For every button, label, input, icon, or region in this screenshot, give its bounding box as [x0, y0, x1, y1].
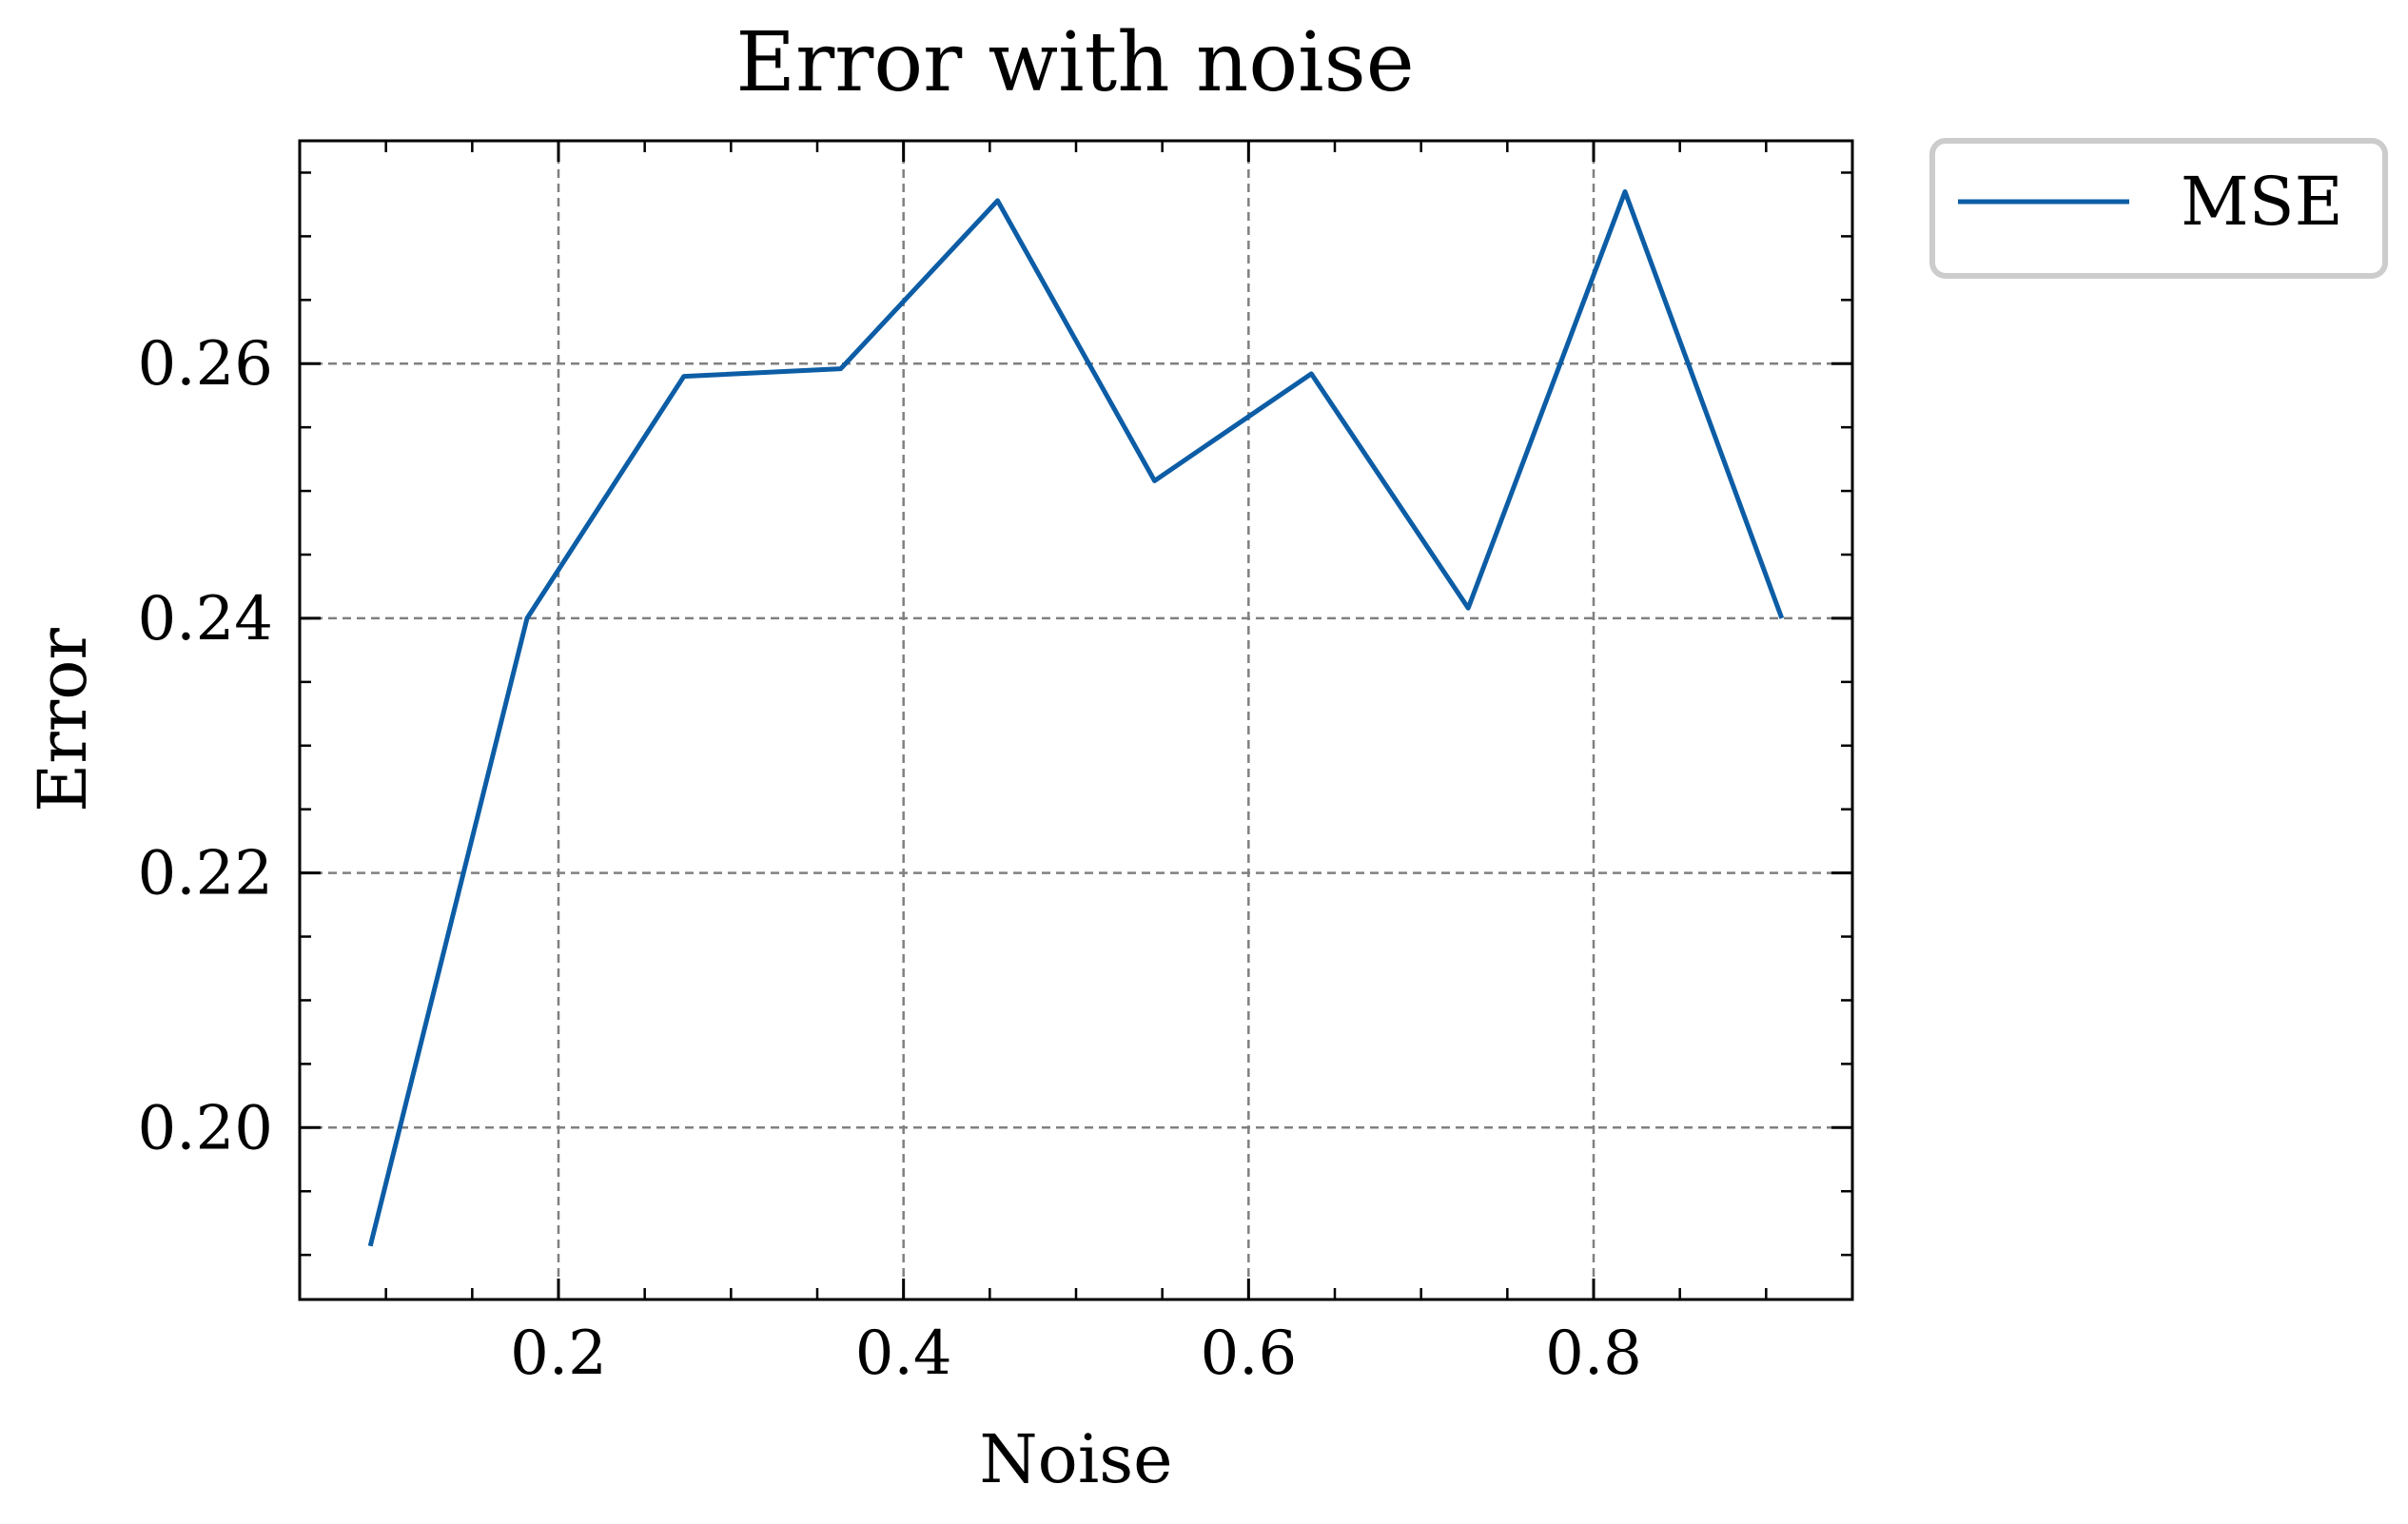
- series-layer: [367, 189, 1785, 1247]
- y-tick-label: 0.22: [138, 839, 274, 909]
- tick-labels: 0.2 0.4 0.6 0.8 0.20 0.22 0.24 0.26: [138, 329, 1642, 1389]
- y-tick-label: 0.26: [138, 329, 274, 400]
- legend-box: [1929, 138, 2388, 279]
- x-tick-label: 0.8: [1545, 1319, 1642, 1389]
- x-axis-label: Noise: [979, 1420, 1172, 1498]
- axis-ticks: [298, 141, 1854, 1299]
- x-tick-label: 0.4: [855, 1319, 952, 1389]
- y-axis-label: Error: [24, 628, 102, 812]
- y-tick-label: 0.20: [138, 1093, 274, 1163]
- plot-area-frame: [298, 139, 1854, 1301]
- x-tick-label: 0.6: [1200, 1319, 1297, 1389]
- legend: MSE: [1929, 138, 2388, 279]
- grid: [300, 141, 1852, 1299]
- legend-label-mse: MSE: [2181, 163, 2343, 241]
- x-tick-label: 0.2: [510, 1319, 607, 1389]
- y-tick-label: 0.24: [138, 584, 274, 655]
- chart-title: Error with noise: [735, 15, 1414, 110]
- series-line-mse: [367, 189, 1785, 1247]
